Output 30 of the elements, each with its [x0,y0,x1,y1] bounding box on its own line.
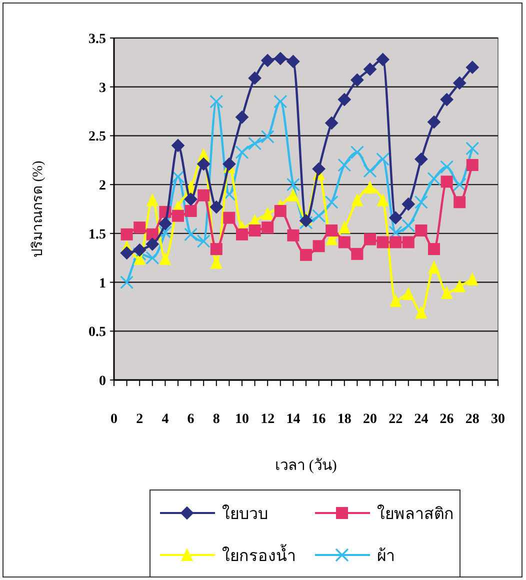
x-tick-label: 18 [337,412,352,427]
x-tick-label: 16 [312,412,326,427]
x-tick-label: 0 [110,412,118,427]
x-tick-label: 14 [286,412,300,427]
y-tick-label: 1.5 [88,227,106,242]
legend-label: ใยบวบ [222,504,268,523]
y-tick-label: 3 [99,80,106,96]
legend-label: ผ้า [377,547,395,565]
x-tick-label: 24 [414,412,428,427]
y-axis-title: ปริมาณกรด (%) [31,160,46,258]
x-tick-label: 2 [136,412,144,427]
x-tick-label: 28 [465,412,480,427]
x-tick-label: 12 [260,412,275,427]
x-tick-label: 30 [491,412,505,427]
y-tick-label: 2 [99,178,106,194]
x-tick-label: 8 [212,412,220,427]
y-tick-label: 0.5 [88,325,106,340]
legend-label: ใยกรองน้ำ [222,544,296,565]
x-tick-label: 20 [363,412,377,427]
y-tick-label: 2.5 [88,130,106,145]
x-tick-label: 10 [235,412,249,427]
y-tick-label: 0 [99,374,106,389]
y-tick-label: 3.5 [88,32,106,47]
x-tick-label: 26 [440,412,454,427]
x-tick-label: 22 [388,412,403,427]
x-tick-label: 6 [187,412,194,427]
y-tick-label: 1 [99,276,106,292]
legend-label: ใยพลาสติก [377,504,454,523]
x-tick-label: 4 [162,412,169,427]
x-axis-title: เวลา (วัน) [275,458,337,474]
